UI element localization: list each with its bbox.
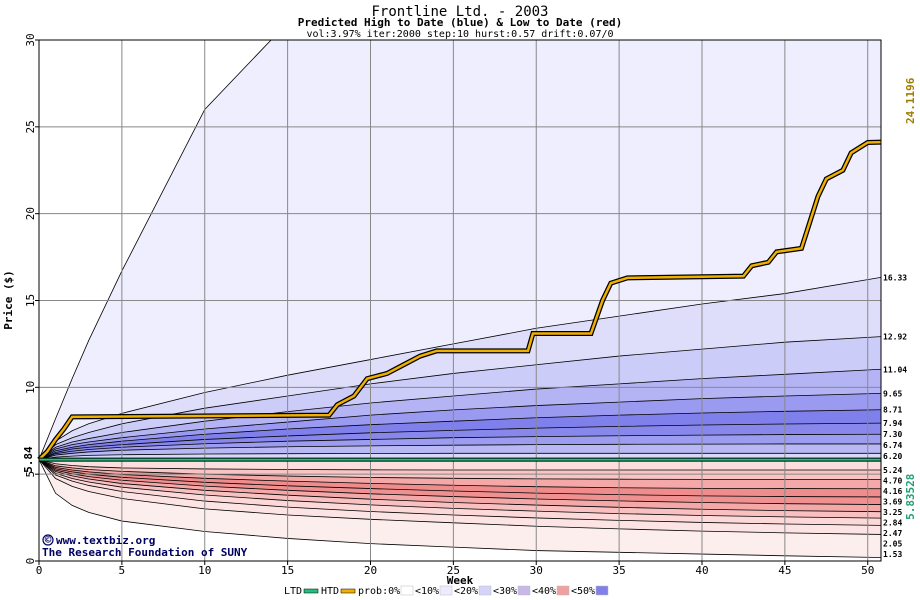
credit-url[interactable]: www.textbiz.org xyxy=(56,534,155,547)
legend-label: HTD xyxy=(321,586,339,597)
legend-label: prob:0% xyxy=(358,586,400,597)
band-end-label: 2.05 xyxy=(883,539,902,548)
start-value-label: 5.84 xyxy=(22,446,35,473)
high-band-boundary-6 xyxy=(39,422,881,460)
credit-org: The Research Foundation of SUNY xyxy=(42,546,248,559)
high-band-boundary-0 xyxy=(39,40,272,460)
legend-label: <40% xyxy=(532,586,556,597)
band-end-label: 11.04 xyxy=(883,365,907,374)
x-tick-label: 40 xyxy=(695,564,708,577)
band-end-label: 7.94 xyxy=(883,419,902,428)
high-band-boundary-8 xyxy=(39,443,881,460)
y-axis-label: Price ($) xyxy=(2,270,15,330)
band-end-label: 3.69 xyxy=(883,497,902,506)
x-tick-label: 35 xyxy=(612,564,625,577)
high-band-boundary-9 xyxy=(39,452,881,460)
high-band-boundary-3 xyxy=(39,368,881,460)
copyright-symbol: © xyxy=(45,534,52,547)
x-tick-label: 0 xyxy=(36,564,43,577)
low-band-boundary-8 xyxy=(39,459,881,480)
low-band-boundary-3 xyxy=(39,459,881,519)
series-layer xyxy=(37,139,882,462)
low-band-boundary-4 xyxy=(39,459,881,513)
htd-last-value: 24.1196 xyxy=(904,77,917,124)
band-end-label: 16.33 xyxy=(883,273,907,282)
x-tick-label: 50 xyxy=(861,564,874,577)
low-band-boundary-9 xyxy=(39,459,881,471)
legend-swatch-htd xyxy=(340,588,356,594)
y-tick-label: 5 xyxy=(24,471,37,478)
legend-swatch-prob xyxy=(400,585,414,596)
legend-label: <10% xyxy=(415,586,439,597)
high-band-boundary-4 xyxy=(39,393,881,460)
y-tick-label: 30 xyxy=(24,33,37,46)
credits: © www.textbiz.org The Research Foundatio… xyxy=(42,534,248,560)
x-tick-label: 5 xyxy=(119,564,126,577)
low-band-boundary-7 xyxy=(39,459,881,490)
probability-bands xyxy=(39,40,881,558)
low-band-9 xyxy=(39,459,881,470)
high-band-boundary-7 xyxy=(39,433,881,460)
legend-swatch-prob xyxy=(595,585,609,596)
high-band-boundary-1 xyxy=(39,277,881,460)
band-end-label: 2.47 xyxy=(883,529,902,538)
band-end-label: 7.30 xyxy=(883,430,902,439)
legend-swatch-prob xyxy=(556,585,570,596)
high-band-boundary-5 xyxy=(39,409,881,460)
band-end-label: 12.92 xyxy=(883,333,907,342)
legend-swatch-prob xyxy=(439,585,453,596)
band-end-label: 4.70 xyxy=(883,476,902,485)
y-tick-label: 0 xyxy=(24,558,37,565)
x-tick-label: 25 xyxy=(447,564,460,577)
band-end-label: 8.71 xyxy=(883,406,902,415)
legend: LTD HTD prob:0% <10% <20% <30% <40% <50% xyxy=(284,585,609,597)
x-tick-label: 10 xyxy=(198,564,211,577)
y-tick-label: 25 xyxy=(24,120,37,133)
band-end-label: 5.24 xyxy=(883,466,902,475)
band-end-label: 6.74 xyxy=(883,441,902,450)
band-end-label: 6.20 xyxy=(883,452,902,461)
legend-swatch-prob xyxy=(517,585,531,596)
chart-params: vol:3.97% iter:2000 step:10 hurst:0.57 d… xyxy=(306,29,613,40)
x-tick-label: 30 xyxy=(530,564,543,577)
band-end-label: 4.16 xyxy=(883,487,902,496)
y-tick-label: 20 xyxy=(24,207,37,220)
htd-line xyxy=(38,140,882,461)
band-end-label: 2.84 xyxy=(883,518,902,527)
band-end-label: 9.65 xyxy=(883,389,902,398)
ltd-last-value: 5.83528 xyxy=(904,474,917,520)
legend-swatch-prob xyxy=(478,585,492,596)
low-band-boundary-0 xyxy=(39,459,881,558)
plot-area xyxy=(39,40,881,561)
low-band-boundary-6 xyxy=(39,459,881,498)
y-tick-label: 10 xyxy=(24,381,37,394)
copyright-icon xyxy=(42,534,54,546)
x-tick-label: 20 xyxy=(364,564,377,577)
x-tick-label: 45 xyxy=(778,564,791,577)
x-axis-label: Week xyxy=(447,574,474,587)
legend-label: <20% xyxy=(454,586,478,597)
value-labels: 5.84 24.1196 5.83528 16.33 12.92 11.04 9.65 8.7… xyxy=(22,77,917,559)
legend-label: <30% xyxy=(493,586,517,597)
low-band-boundary-1 xyxy=(39,459,881,535)
legend-label: LTD xyxy=(284,586,302,597)
legend-swatch-ltd xyxy=(303,588,319,594)
x-tick-label: 15 xyxy=(281,564,294,577)
y-tick-label: 15 xyxy=(24,294,37,307)
legend-label: <50% xyxy=(571,586,595,597)
band-end-label: 3.25 xyxy=(883,508,902,517)
band-end-label: 1.53 xyxy=(883,550,902,559)
chart-subtitle: Predicted High to Date (blue) & Low to D… xyxy=(298,16,623,29)
axes: 0 5 10 15 20 25 30 35 40 45 50 0 5 10 15 20 25 30 xyxy=(24,33,882,577)
low-band-boundary-2 xyxy=(39,459,881,526)
chart-title: Frontline Ltd. - 2003 xyxy=(371,4,548,20)
high-band-boundary-2 xyxy=(39,336,881,460)
